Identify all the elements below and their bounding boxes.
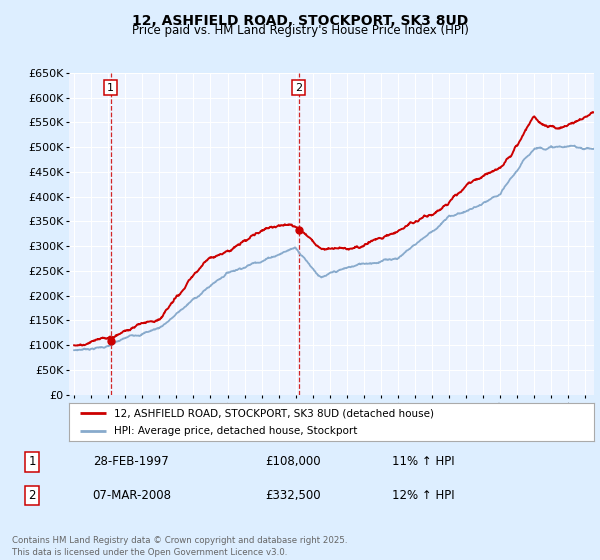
Text: HPI: Average price, detached house, Stockport: HPI: Average price, detached house, Stoc… — [113, 426, 357, 436]
Text: Price paid vs. HM Land Registry's House Price Index (HPI): Price paid vs. HM Land Registry's House … — [131, 24, 469, 37]
Text: 2: 2 — [295, 83, 302, 92]
Text: 28-FEB-1997: 28-FEB-1997 — [92, 455, 169, 468]
Text: 12% ↑ HPI: 12% ↑ HPI — [392, 489, 455, 502]
Text: Contains HM Land Registry data © Crown copyright and database right 2025.
This d: Contains HM Land Registry data © Crown c… — [12, 536, 347, 557]
Text: 1: 1 — [107, 83, 114, 92]
Text: £108,000: £108,000 — [265, 455, 321, 468]
Text: 07-MAR-2008: 07-MAR-2008 — [92, 489, 172, 502]
Text: 11% ↑ HPI: 11% ↑ HPI — [392, 455, 455, 468]
Text: 2: 2 — [28, 489, 36, 502]
Text: 12, ASHFIELD ROAD, STOCKPORT, SK3 8UD (detached house): 12, ASHFIELD ROAD, STOCKPORT, SK3 8UD (d… — [113, 408, 434, 418]
Text: 1: 1 — [28, 455, 36, 468]
Text: 12, ASHFIELD ROAD, STOCKPORT, SK3 8UD: 12, ASHFIELD ROAD, STOCKPORT, SK3 8UD — [132, 14, 468, 28]
Text: £332,500: £332,500 — [265, 489, 321, 502]
